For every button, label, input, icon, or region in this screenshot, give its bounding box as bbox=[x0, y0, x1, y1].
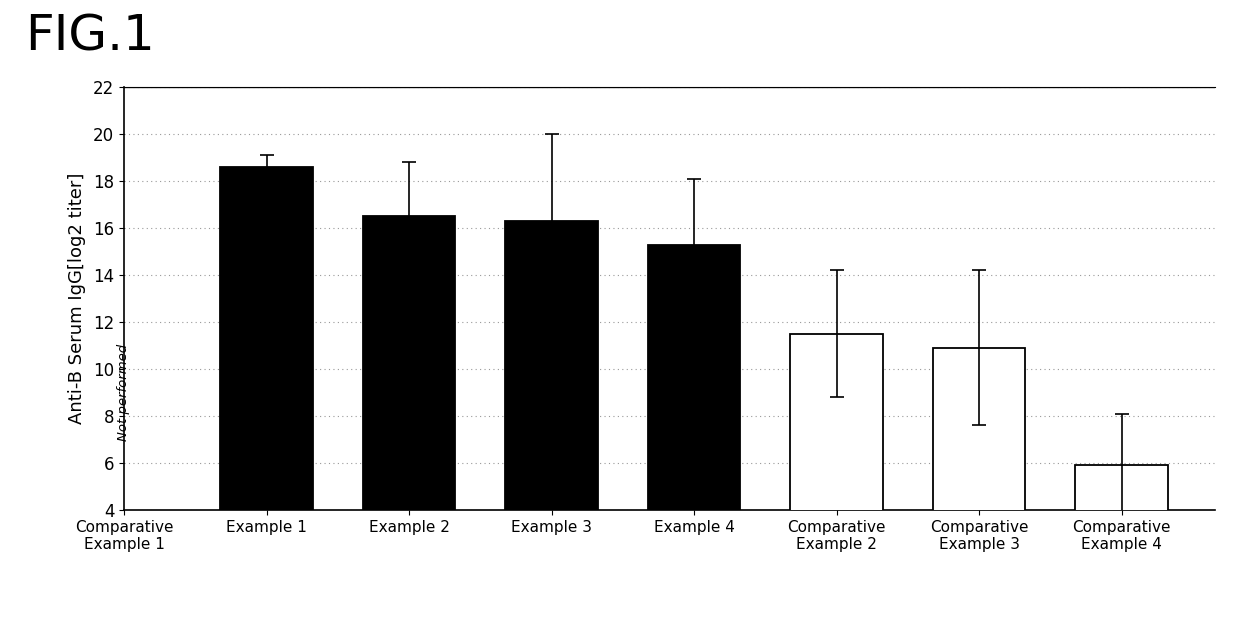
Bar bbox=[221, 167, 312, 604]
Text: FIG.1: FIG.1 bbox=[25, 12, 155, 60]
Text: Not performed: Not performed bbox=[118, 344, 130, 441]
Bar bbox=[362, 216, 455, 604]
Bar bbox=[932, 348, 1025, 604]
Bar bbox=[505, 221, 598, 604]
Bar bbox=[647, 244, 740, 604]
Y-axis label: Anti-B Serum IgG[log2 titer]: Anti-B Serum IgG[log2 titer] bbox=[68, 173, 86, 424]
Bar bbox=[790, 334, 883, 604]
Bar bbox=[1075, 465, 1168, 604]
